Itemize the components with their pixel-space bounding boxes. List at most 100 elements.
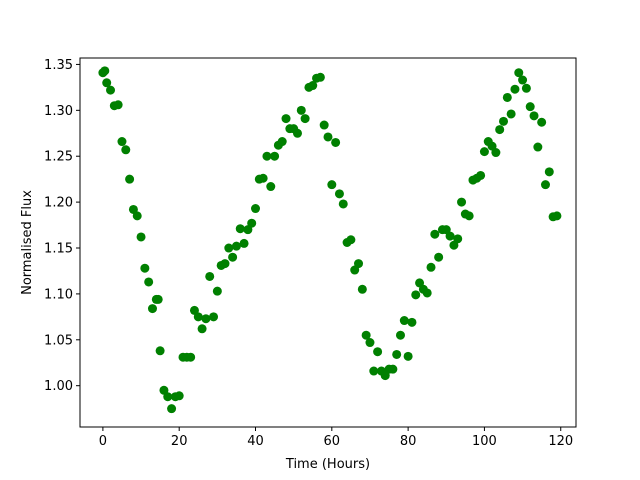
data-point bbox=[453, 234, 463, 244]
data-point bbox=[315, 72, 325, 82]
data-point bbox=[153, 294, 163, 304]
plot-frame bbox=[79, 57, 577, 428]
data-point bbox=[132, 211, 142, 221]
data-point bbox=[251, 204, 261, 214]
data-point bbox=[100, 66, 110, 76]
data-point bbox=[231, 241, 241, 251]
data-point bbox=[319, 120, 329, 130]
data-point bbox=[281, 114, 291, 124]
x-tick-label: 40 bbox=[247, 434, 264, 449]
data-point bbox=[308, 81, 318, 91]
data-point bbox=[479, 147, 489, 157]
data-point bbox=[323, 132, 333, 142]
data-point bbox=[205, 271, 215, 281]
data-point bbox=[533, 142, 543, 152]
data-point bbox=[224, 243, 234, 253]
data-point bbox=[537, 117, 547, 127]
data-point bbox=[239, 238, 249, 248]
data-point bbox=[491, 148, 501, 158]
x-axis-label: Time (Hours) bbox=[285, 457, 370, 472]
data-point bbox=[399, 316, 409, 326]
x-tick-label: 20 bbox=[171, 434, 188, 449]
data-point bbox=[270, 151, 280, 161]
data-point bbox=[266, 182, 276, 192]
data-point bbox=[518, 75, 528, 85]
data-point bbox=[338, 199, 348, 209]
data-point bbox=[327, 180, 337, 190]
data-point bbox=[552, 211, 562, 221]
data-point bbox=[457, 197, 467, 207]
data-point bbox=[346, 235, 356, 245]
data-point bbox=[136, 232, 146, 242]
data-point bbox=[369, 366, 379, 376]
data-point bbox=[144, 277, 154, 287]
y-tick-label: 1.05 bbox=[44, 333, 73, 348]
y-tick-label: 1.30 bbox=[44, 104, 73, 119]
x-tick-label: 120 bbox=[548, 434, 573, 449]
data-point bbox=[174, 391, 184, 401]
data-point bbox=[220, 259, 230, 269]
data-point bbox=[434, 252, 444, 262]
data-point bbox=[510, 84, 520, 94]
data-point bbox=[411, 290, 421, 300]
data-point bbox=[247, 218, 257, 228]
data-point bbox=[331, 137, 341, 147]
data-point bbox=[407, 317, 417, 327]
data-point bbox=[300, 114, 310, 124]
data-point bbox=[186, 352, 196, 362]
data-point bbox=[155, 346, 165, 356]
data-point bbox=[373, 347, 383, 357]
data-points bbox=[98, 66, 562, 414]
data-point bbox=[277, 137, 287, 147]
y-axis-ticks: 1.00 1.05 1.10 1.15 1.20 1.25 1.30 1.35 bbox=[44, 58, 80, 394]
data-point bbox=[392, 349, 402, 359]
data-point bbox=[235, 224, 245, 234]
data-point bbox=[334, 189, 344, 199]
data-point bbox=[117, 137, 127, 147]
data-point bbox=[163, 392, 173, 402]
data-point bbox=[125, 174, 135, 184]
data-point bbox=[357, 284, 367, 294]
data-point bbox=[201, 314, 211, 324]
data-point bbox=[506, 109, 516, 119]
y-axis-label: Normalised Flux bbox=[20, 190, 35, 295]
data-point bbox=[258, 173, 268, 183]
y-tick-label: 1.25 bbox=[44, 150, 73, 165]
data-point bbox=[514, 68, 524, 78]
data-point bbox=[212, 286, 222, 296]
data-point bbox=[502, 92, 512, 102]
data-point bbox=[476, 170, 486, 180]
y-tick-label: 1.00 bbox=[44, 379, 73, 394]
x-tick-label: 80 bbox=[400, 434, 417, 449]
y-tick-label: 1.10 bbox=[44, 287, 73, 302]
y-tick-label: 1.35 bbox=[44, 58, 73, 73]
x-axis-ticks: 0 20 40 60 80 100 120 bbox=[99, 427, 573, 449]
data-point bbox=[395, 330, 405, 340]
data-point bbox=[499, 116, 509, 126]
data-point bbox=[445, 231, 455, 241]
data-point bbox=[197, 324, 207, 334]
data-point bbox=[102, 78, 112, 88]
data-point bbox=[354, 259, 364, 269]
data-point bbox=[544, 167, 554, 177]
data-point bbox=[113, 100, 123, 110]
data-point bbox=[228, 252, 238, 262]
data-point bbox=[262, 151, 272, 161]
data-point bbox=[209, 312, 219, 322]
y-tick-label: 1.20 bbox=[44, 196, 73, 211]
data-point bbox=[495, 125, 505, 135]
data-point bbox=[540, 180, 550, 190]
x-tick-label: 60 bbox=[324, 434, 341, 449]
y-tick-label: 1.15 bbox=[44, 242, 73, 257]
data-point bbox=[147, 304, 157, 314]
x-tick-label: 0 bbox=[99, 434, 107, 449]
data-point bbox=[403, 351, 413, 361]
data-point bbox=[292, 128, 302, 138]
data-point bbox=[365, 338, 375, 348]
data-point bbox=[121, 145, 131, 155]
data-point bbox=[167, 404, 177, 414]
x-tick-label: 100 bbox=[472, 434, 497, 449]
plot-area bbox=[80, 58, 576, 427]
data-point bbox=[193, 312, 203, 322]
